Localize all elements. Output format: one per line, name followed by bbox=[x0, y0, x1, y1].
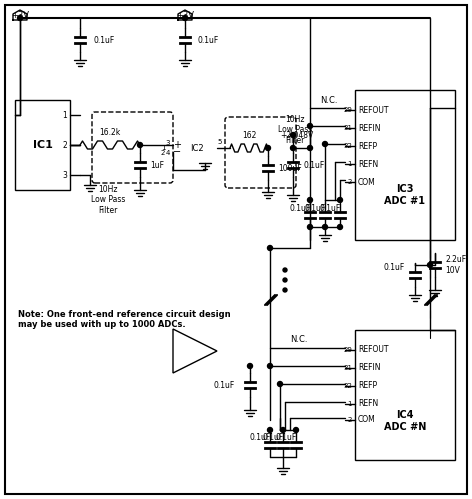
Text: 2: 2 bbox=[161, 150, 165, 156]
Text: 0.1uF: 0.1uF bbox=[275, 433, 296, 442]
Text: 29: 29 bbox=[343, 107, 352, 113]
Polygon shape bbox=[173, 329, 217, 373]
Text: 3: 3 bbox=[166, 140, 170, 146]
Circle shape bbox=[307, 146, 312, 151]
Text: Note: One front-end reference circuit design
may be used with up to 1000 ADCs.: Note: One front-end reference circuit de… bbox=[18, 310, 231, 329]
Text: 0.1uF: 0.1uF bbox=[303, 161, 324, 170]
Circle shape bbox=[283, 278, 287, 282]
Circle shape bbox=[265, 146, 270, 151]
Text: 32: 32 bbox=[343, 383, 352, 389]
Text: 2: 2 bbox=[347, 417, 352, 423]
Circle shape bbox=[290, 146, 295, 151]
Text: 0.1uF: 0.1uF bbox=[304, 204, 326, 213]
Circle shape bbox=[137, 143, 143, 148]
Bar bbox=[355, 90, 455, 240]
Text: REFN: REFN bbox=[358, 400, 378, 409]
Text: REFIN: REFIN bbox=[358, 363, 380, 372]
Text: COM: COM bbox=[358, 416, 376, 425]
Text: 1uF: 1uF bbox=[150, 161, 164, 170]
Text: 0.1uF: 0.1uF bbox=[198, 35, 219, 44]
Circle shape bbox=[280, 428, 286, 433]
Text: 0.1uF: 0.1uF bbox=[384, 263, 405, 272]
Circle shape bbox=[183, 15, 187, 20]
Text: IC3
ADC #1: IC3 ADC #1 bbox=[385, 184, 425, 206]
Circle shape bbox=[278, 382, 283, 387]
Text: +3V: +3V bbox=[176, 11, 194, 20]
Circle shape bbox=[307, 225, 312, 230]
Text: 0.1uF: 0.1uF bbox=[320, 204, 341, 213]
Circle shape bbox=[17, 15, 23, 20]
Text: IC2: IC2 bbox=[190, 144, 204, 153]
Text: 100uF: 100uF bbox=[278, 164, 302, 173]
Text: 5: 5 bbox=[218, 139, 222, 145]
Text: REFP: REFP bbox=[358, 382, 377, 391]
Circle shape bbox=[268, 363, 272, 368]
Text: 10Hz
Low Pass
Filter: 10Hz Low Pass Filter bbox=[278, 115, 312, 145]
Circle shape bbox=[294, 428, 298, 433]
Text: REFOUT: REFOUT bbox=[358, 105, 388, 114]
Text: IC1: IC1 bbox=[33, 140, 52, 150]
Text: REFIN: REFIN bbox=[358, 123, 380, 133]
Text: −: − bbox=[173, 147, 181, 157]
Circle shape bbox=[322, 225, 328, 230]
Text: 0.1uF: 0.1uF bbox=[289, 204, 311, 213]
Circle shape bbox=[428, 262, 432, 267]
Text: 4: 4 bbox=[166, 150, 170, 156]
Bar bbox=[355, 330, 455, 460]
Text: +2.048V: +2.048V bbox=[280, 131, 313, 140]
Text: 32: 32 bbox=[343, 143, 352, 149]
Text: 0.1uF: 0.1uF bbox=[262, 433, 284, 442]
Text: +: + bbox=[173, 140, 181, 150]
Text: 3: 3 bbox=[62, 171, 67, 180]
Text: 0.1uF: 0.1uF bbox=[249, 433, 270, 442]
Text: N.C.: N.C. bbox=[320, 95, 337, 104]
Text: 10Hz
Low Pass
Filter: 10Hz Low Pass Filter bbox=[91, 185, 125, 215]
Bar bbox=[15, 100, 70, 190]
Circle shape bbox=[283, 268, 287, 272]
Circle shape bbox=[307, 198, 312, 203]
Text: 1: 1 bbox=[161, 145, 165, 151]
Text: 162: 162 bbox=[242, 131, 256, 140]
Text: N.C.: N.C. bbox=[290, 335, 307, 344]
Text: REFOUT: REFOUT bbox=[358, 345, 388, 354]
Circle shape bbox=[322, 142, 328, 147]
Circle shape bbox=[337, 225, 343, 230]
Circle shape bbox=[268, 428, 272, 433]
Text: 0.1uF: 0.1uF bbox=[93, 35, 114, 44]
Text: 2.2uF
10V: 2.2uF 10V bbox=[445, 255, 466, 275]
Text: 16.2k: 16.2k bbox=[100, 128, 121, 137]
Text: 1: 1 bbox=[62, 110, 67, 119]
Text: 1: 1 bbox=[347, 401, 352, 407]
Text: 1: 1 bbox=[347, 161, 352, 167]
Text: IC4
ADC #N: IC4 ADC #N bbox=[384, 410, 426, 432]
Circle shape bbox=[307, 123, 312, 129]
Text: 2: 2 bbox=[62, 141, 67, 150]
Text: 29: 29 bbox=[343, 347, 352, 353]
Text: 31: 31 bbox=[343, 125, 352, 131]
Text: REFP: REFP bbox=[358, 142, 377, 151]
Circle shape bbox=[337, 198, 343, 203]
Text: COM: COM bbox=[358, 178, 376, 187]
Text: 0.1uF: 0.1uF bbox=[214, 381, 235, 390]
Circle shape bbox=[283, 288, 287, 292]
Circle shape bbox=[290, 133, 295, 138]
Text: 31: 31 bbox=[343, 365, 352, 371]
Text: +3V: +3V bbox=[11, 11, 29, 20]
Circle shape bbox=[268, 246, 272, 250]
Text: REFN: REFN bbox=[358, 160, 378, 169]
Text: 2: 2 bbox=[347, 179, 352, 185]
Circle shape bbox=[247, 363, 253, 368]
